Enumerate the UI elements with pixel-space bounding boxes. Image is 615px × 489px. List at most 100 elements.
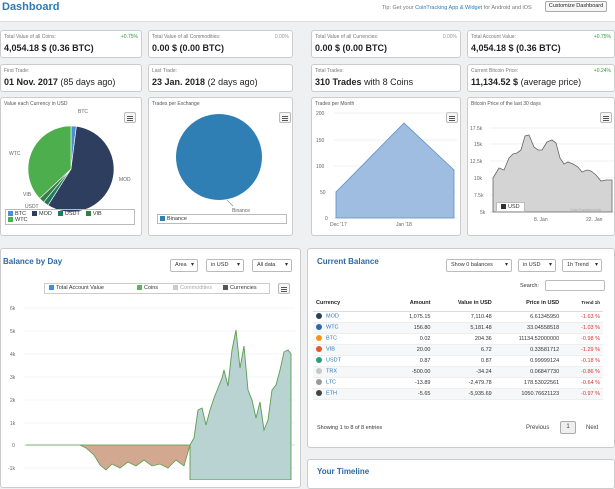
currency-value-title: Value each Currency in USD — [4, 101, 68, 107]
currency-select[interactable]: in USD — [206, 259, 244, 272]
chart-type-select[interactable]: Area — [170, 259, 198, 272]
stat-card: Last Trade: 23 Jan. 2018 (2 days ago) — [148, 64, 293, 92]
coin-name[interactable]: MOD — [326, 313, 339, 320]
balance-legend: Total Account Value Coins Commodities Curre… — [44, 283, 270, 294]
legend-swatch — [223, 285, 228, 291]
currency-select[interactable]: in USD — [518, 259, 556, 272]
value-cell: 0.87 — [433, 355, 495, 367]
table-row[interactable]: BTC 0.02 204.36 11134.52000000 -0.98 % — [313, 333, 603, 345]
table-row[interactable]: TRX -500.00 -34.24 0.06847730 -0.86 % — [313, 366, 603, 378]
y-tick: 1k — [10, 421, 16, 427]
x-tick: Jan '18 — [396, 222, 412, 228]
table-row[interactable]: VIB 20.00 6.72 0.33581712 -1.29 % — [313, 344, 603, 356]
table-row[interactable]: WTC 156.80 5,181.48 33.04558518 -1.03 % — [313, 322, 603, 334]
value-cell: -5,935.69 — [433, 388, 495, 400]
legend-swatch — [160, 216, 165, 222]
legend-item[interactable]: BTC — [8, 211, 26, 217]
search-label: Search: — [520, 283, 539, 289]
pie-label-mod: MOD — [119, 177, 131, 183]
amount-cell: 156.80 — [372, 322, 434, 334]
column-header[interactable]: Amount — [372, 295, 434, 312]
stat-card: Total Account Value: +0.75% 4,054.18 $ (0.… — [467, 30, 615, 58]
trend-cell: -0.18 % — [562, 355, 603, 367]
y-tick: 200 — [316, 111, 325, 117]
btc-legend: USD — [496, 202, 525, 212]
coin-name[interactable]: LTC — [326, 379, 336, 386]
table-row[interactable]: ETH -5.65 -5,935.69 1050.76621123 -0.97 % — [313, 388, 603, 400]
stat-card: Total Value of all Commodities: 0.00% 0.00… — [148, 30, 293, 58]
coin-name[interactable]: TRX — [326, 368, 337, 375]
chart-menu-icon[interactable] — [124, 112, 136, 123]
exchange-pie-legend: Binance — [157, 214, 287, 224]
chart-menu-icon[interactable] — [446, 112, 458, 123]
stat-value: 4,054.18 $ (0.36 BTC) — [471, 43, 561, 53]
y-tick: 3k — [10, 375, 16, 381]
stat-change: +0.75% — [120, 34, 138, 40]
y-tick: 6k — [10, 306, 16, 312]
coin-name[interactable]: ETH — [326, 390, 337, 397]
table-row[interactable]: USDT 0.87 0.87 0.99999124 -0.18 % — [313, 355, 603, 367]
price-cell: 0.33581712 — [494, 344, 563, 356]
show-zero-select[interactable]: Show 0 balances — [446, 259, 512, 272]
stat-card: Current Bitcoin Price: +0.24% 11,134.52 $ … — [467, 64, 615, 92]
coin-name[interactable]: USDT — [326, 357, 341, 364]
chart-menu-icon[interactable] — [600, 112, 612, 123]
balance-day-title: Balance by Day — [3, 257, 63, 266]
previous-page-button[interactable]: Previous — [526, 425, 550, 431]
y-tick: 17.5k — [470, 126, 483, 132]
trend-cell: -0.97 % — [562, 388, 603, 400]
search-input[interactable] — [545, 280, 605, 291]
coin-name[interactable]: VIB — [326, 346, 335, 353]
table-row[interactable]: LTC -13.89 -2,479.78 178.53022561 -0.64 % — [313, 377, 603, 389]
price-cell: 1050.76621123 — [494, 388, 563, 400]
legend-item[interactable]: Coins — [137, 285, 158, 291]
pie-slice-mod — [47, 126, 115, 213]
page-1-button[interactable]: 1 — [560, 421, 576, 434]
range-select[interactable]: All data — [252, 259, 292, 272]
legend-item[interactable]: Commodities — [173, 285, 212, 291]
trend-cell: -0.86 % — [562, 366, 603, 378]
app-widget-link[interactable]: CoinTracking App & Widget — [415, 5, 483, 11]
y-tick: 100 — [316, 164, 325, 170]
x-tick: 22. Jan — [586, 217, 603, 223]
coin-icon — [316, 368, 322, 375]
column-header[interactable]: Price in USD — [494, 295, 563, 312]
currency-pie-legend: BTC MOD USDT VIB WTC — [5, 209, 135, 225]
column-header[interactable]: Currency — [313, 295, 373, 312]
pie-label-btc: BTC — [78, 109, 88, 115]
trend-select[interactable]: 1h Trend — [562, 259, 602, 272]
balance-day-chart: 7k 6k 5k 4k 3k 2k 1k 0 -1k — [8, 306, 295, 480]
legend-item[interactable]: VIB — [85, 211, 102, 217]
table-row[interactable]: MOD 1,075.15 7,110.48 6.61345950 -1.63 % — [313, 311, 603, 323]
legend-item[interactable]: MOD — [32, 211, 52, 217]
legend-item[interactable]: Total Account Value — [49, 285, 104, 291]
y-tick: 150 — [316, 138, 325, 144]
legend-swatch — [85, 211, 91, 217]
legend-item[interactable]: USDT — [57, 211, 80, 217]
next-page-button[interactable]: Next — [586, 425, 599, 431]
trend-cell: -0.98 % — [562, 333, 603, 345]
coin-name[interactable]: BTC — [326, 335, 337, 342]
chart-menu-icon[interactable] — [278, 283, 290, 294]
y-tick: 7.5k — [474, 193, 484, 199]
chart-credit: CoinTracking.info — [570, 207, 602, 212]
column-header[interactable]: Trend 1h — [562, 295, 603, 312]
btc-price-chart: 17.5k 15k 12.5k 10k 7.5k 5k 8. Jan 22. J… — [470, 126, 614, 223]
coin-icon — [316, 324, 322, 331]
price-cell: 11134.52000000 — [494, 333, 563, 345]
coin-name[interactable]: WTC — [326, 324, 339, 331]
negative-balance-area — [26, 444, 191, 471]
stat-value: 23 Jan. 2018 (2 days ago) — [152, 77, 258, 87]
btc-price-panel: Bitcoin Price of the last 30 days 17.5k … — [467, 97, 615, 236]
stat-change: 0.00% — [274, 34, 289, 40]
x-tick: Dec '17 — [330, 222, 347, 228]
legend-item[interactable]: WTC — [8, 217, 28, 223]
chart-menu-icon[interactable] — [279, 112, 291, 123]
price-cell: 6.61345950 — [494, 311, 563, 323]
value-cell: 6.72 — [433, 344, 495, 356]
coin-icon — [316, 313, 322, 320]
trades-month-title: Trades per Month — [315, 101, 355, 107]
column-header[interactable]: Value in USD — [433, 295, 495, 312]
customize-dashboard-button[interactable]: Customize Dashboard — [545, 1, 607, 12]
legend-item[interactable]: Currencies — [223, 285, 257, 291]
